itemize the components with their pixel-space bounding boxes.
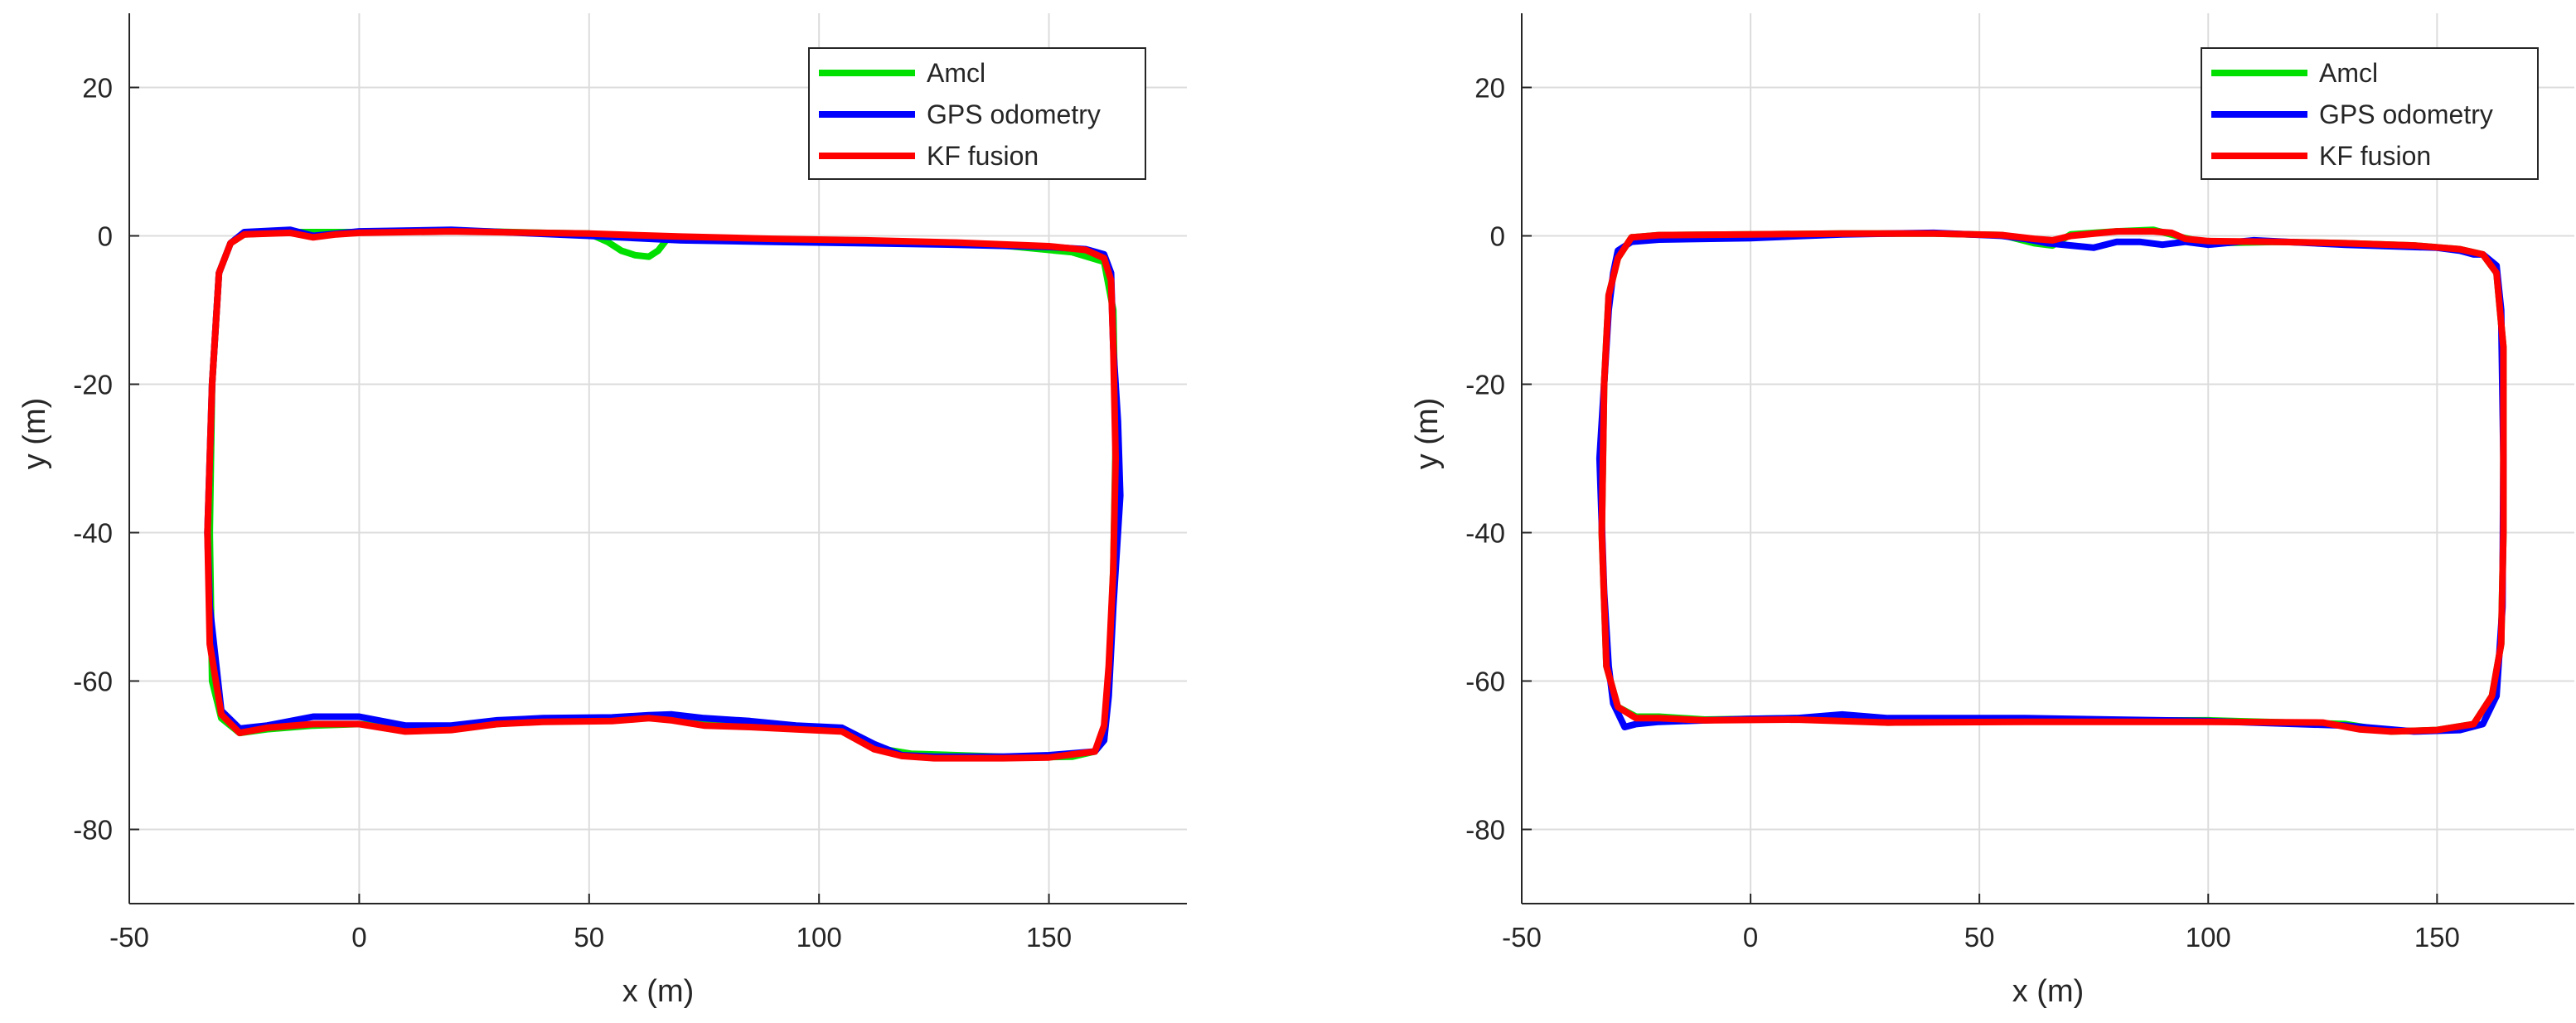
x-tick-label: 100 — [797, 922, 842, 953]
x-tick-label: -50 — [1502, 922, 1542, 953]
x-axis-label: x (m) — [622, 974, 695, 1009]
legend-entry-label: Amcl — [2319, 58, 2378, 88]
series-line-kf-fusion — [204, 228, 1119, 762]
x-tick-label: 0 — [351, 922, 366, 953]
y-tick-label: 20 — [82, 73, 113, 104]
series-group — [1595, 226, 2507, 735]
x-tick-label: 50 — [574, 922, 604, 953]
y-tick-label: 0 — [1490, 221, 1505, 252]
legend: Amcl GPS odometry KF fusion — [808, 47, 1146, 180]
series-line-amcl — [206, 227, 1119, 761]
x-tick-label: 0 — [1743, 922, 1758, 953]
y-tick-label: -40 — [1465, 518, 1505, 549]
y-tick-label: -20 — [1465, 370, 1505, 400]
series-line-gps-odometry — [204, 226, 1124, 760]
x-tick-label: 100 — [2186, 922, 2231, 953]
y-axis-label: y (m) — [1410, 398, 1445, 470]
y-tick-label: 0 — [98, 221, 113, 252]
legend-entry-label: Amcl — [927, 58, 985, 88]
y-tick-label: -80 — [73, 815, 113, 846]
y-tick-label: -60 — [73, 667, 113, 697]
y-tick-label: -20 — [73, 370, 113, 400]
x-axis-label: x (m) — [2012, 974, 2085, 1009]
y-tick-label: 20 — [1474, 73, 1505, 104]
legend-entry-label: KF fusion — [2319, 141, 2431, 171]
legend-entry-label: GPS odometry — [927, 99, 1101, 129]
series-line-amcl — [1598, 226, 2507, 735]
legend: Amcl GPS odometry KF fusion — [2201, 47, 2539, 180]
legend-entry-label: GPS odometry — [2319, 99, 2493, 129]
series-group — [204, 226, 1124, 762]
y-axis-label: y (m) — [17, 398, 52, 470]
legend-entry-label: KF fusion — [927, 141, 1039, 171]
x-tick-label: -50 — [109, 922, 149, 953]
series-line-gps-odometry — [1595, 229, 2507, 735]
x-tick-label: 150 — [1026, 922, 1072, 953]
series-line-kf-fusion — [1598, 228, 2507, 735]
y-tick-label: -40 — [73, 518, 113, 549]
y-tick-label: -60 — [1465, 667, 1505, 697]
y-tick-label: -80 — [1465, 815, 1505, 846]
x-tick-label: 50 — [1964, 922, 1995, 953]
x-tick-label: 150 — [2414, 922, 2460, 953]
